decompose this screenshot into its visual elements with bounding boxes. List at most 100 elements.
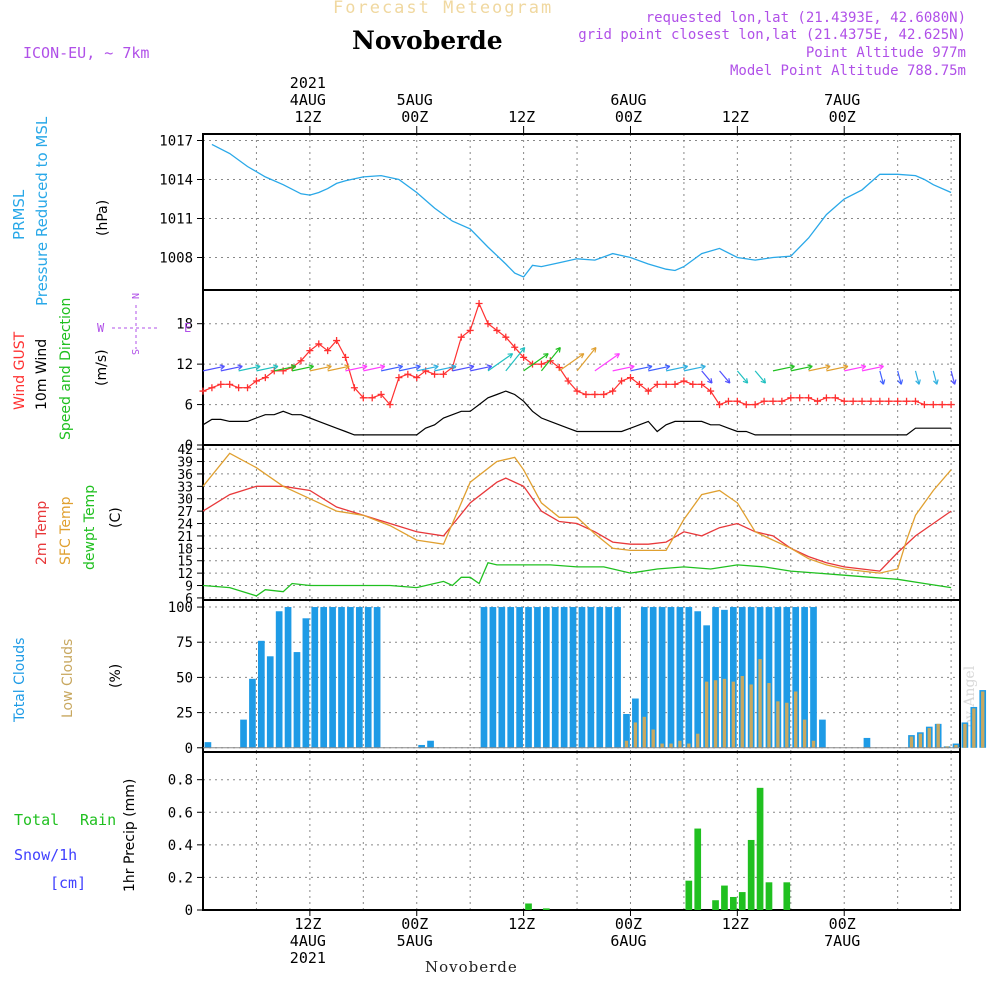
rain-bar	[525, 903, 532, 910]
wind-arrow	[452, 365, 475, 372]
wind-arrow	[256, 365, 279, 372]
temp-unit: (C)	[108, 507, 124, 528]
wind-compass: N W E S	[97, 293, 191, 355]
tsfc-line	[202, 452, 952, 574]
y-tick-label: 36	[177, 468, 193, 483]
time-label-top: 12Z	[508, 108, 535, 126]
wind-arrow-head	[860, 364, 867, 371]
low-cloud-bar	[758, 659, 762, 748]
rain-bar	[694, 828, 702, 910]
total-cloud-bar	[240, 719, 247, 748]
wind-arrow-head	[555, 347, 561, 353]
gust-marker	[359, 394, 367, 402]
gust-marker	[591, 390, 599, 398]
total-cloud-bar	[569, 607, 577, 748]
low-cloud-bar	[776, 701, 780, 748]
cloud-unit: (%)	[108, 664, 124, 688]
wind-arrow	[487, 353, 513, 372]
time-label-bottom: 12Z	[294, 915, 321, 933]
gust-marker	[333, 337, 341, 345]
y-tick-label: 0	[185, 741, 193, 757]
gust-marker	[431, 370, 439, 378]
wind-arrow	[576, 347, 597, 372]
time-label-top: 12Z	[294, 108, 321, 126]
gust-marker	[840, 397, 848, 405]
y-tick-label: 0.4	[168, 838, 193, 854]
wind-arrow	[274, 365, 296, 372]
time-label-bottom: 00Z	[615, 915, 642, 933]
total-rain-label: Total	[14, 811, 59, 829]
time-label-top: 12Z	[722, 108, 749, 126]
gust-marker	[457, 333, 465, 341]
low-cloud-bar	[954, 744, 958, 748]
gust-marker	[769, 397, 777, 405]
total-clouds-label: Total Clouds	[12, 638, 28, 723]
total-cloud-bar	[534, 607, 541, 748]
grid-point: grid point closest lon,lat (21.4375E, 42…	[578, 27, 966, 43]
low-cloud-bar	[740, 676, 744, 748]
y-tick-label: 75	[176, 635, 193, 651]
wind-unit: (m/s)	[94, 349, 110, 386]
low-cloud-bar	[785, 702, 789, 748]
total-cloud-bar	[596, 607, 604, 748]
wind-arrow-head	[308, 364, 314, 371]
wind-arrow-head	[255, 364, 261, 371]
total-cloud-bar	[783, 607, 791, 748]
wind-arrow-head	[842, 364, 849, 371]
total-cloud-bar	[364, 607, 372, 748]
gust-marker	[582, 390, 590, 398]
wind-arrow	[790, 365, 813, 372]
gust-marker	[796, 394, 804, 402]
t2m-label: 2m Temp	[34, 501, 50, 565]
rain-bar	[542, 908, 550, 910]
gust-marker	[814, 397, 822, 405]
y-tick-label: 6	[185, 592, 193, 607]
total-cloud-bar	[685, 607, 693, 748]
low-cloud-bar	[651, 729, 655, 748]
wind-arrow-head	[825, 364, 831, 371]
y-tick-label: 0.2	[168, 870, 193, 886]
gust-marker	[787, 394, 795, 402]
total-cloud-bar	[542, 607, 550, 748]
wind-dir-label: Speed and Direction	[58, 298, 74, 440]
prmsl-unit: (hPa)	[95, 200, 111, 236]
low-cloud-bar	[981, 691, 985, 748]
low-cloud-bar	[633, 722, 638, 748]
compass-s: S	[129, 349, 140, 355]
time-label-bottom: 7AUG	[824, 932, 860, 950]
low-cloud-bar	[811, 740, 816, 748]
y-tick-label: 100	[168, 600, 193, 616]
wind-arrow-head	[707, 378, 713, 384]
wind-arrow	[398, 365, 421, 372]
total-cloud-bar	[747, 607, 755, 748]
wind-arrow-head	[878, 364, 884, 371]
pressure-line	[211, 143, 952, 278]
low-cloud-bar	[731, 681, 736, 748]
footer-location: Novoberde	[425, 958, 518, 976]
snow-unit-label: [cm]	[50, 874, 86, 892]
time-label-bottom: 2021	[290, 949, 326, 967]
low-cloud-bar	[696, 733, 700, 748]
total-cloud-bar	[266, 656, 274, 748]
wind-arrow	[202, 365, 225, 372]
total-cloud-bar	[551, 607, 559, 748]
gust-marker	[493, 326, 501, 334]
y-tick-label: 0	[185, 903, 193, 919]
gust-marker	[671, 380, 679, 388]
time-label-top: 00Z	[829, 108, 856, 126]
total-cloud-bar	[355, 607, 363, 748]
total-cloud-bar	[489, 607, 497, 748]
gust-marker	[938, 401, 946, 409]
low-cloud-bar	[909, 736, 914, 748]
low-cloud-bar	[794, 691, 798, 748]
wind-arrow	[648, 365, 670, 372]
wind-arrow-head	[451, 364, 457, 371]
prmsl-label: PRMSL	[10, 189, 28, 240]
total-cloud-bar	[863, 737, 871, 748]
total-cloud-bar	[480, 607, 488, 748]
y-tick-label: 33	[177, 480, 193, 495]
low-cloud-bar	[918, 733, 923, 748]
total-cloud-bar	[373, 607, 381, 748]
wind-arrow	[540, 347, 561, 372]
